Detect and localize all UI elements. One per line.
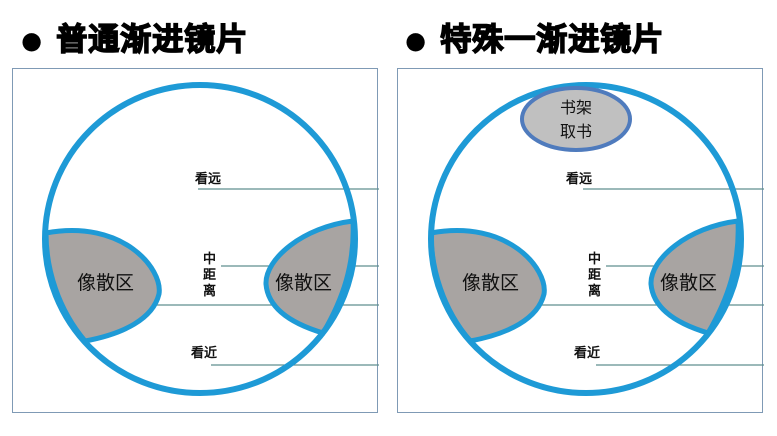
- mid-label-2: 距: [588, 268, 601, 283]
- bullet-icon: ●: [21, 28, 43, 55]
- bullet-icon: ●: [405, 28, 427, 55]
- far-label: 看远: [195, 171, 221, 187]
- blur-zone-right: [648, 218, 741, 336]
- blur-label-right: 像散区: [660, 272, 717, 294]
- mid-label-1: 中: [588, 251, 601, 267]
- right-title-text: 特殊一渐进镜片: [439, 21, 665, 59]
- normal-lens-diagram: 看远 中 距 离 看近 像散区 像散区: [12, 68, 379, 413]
- special-lens-diagram: 书架 取书 看远 中 距 离 看近 像散区 像散区: [397, 68, 764, 413]
- far-label: 看远: [566, 171, 592, 187]
- lens-ring: [428, 82, 744, 396]
- near-label: 看近: [574, 345, 600, 361]
- mid-label-3: 离: [588, 283, 601, 299]
- right-title: ● 特殊一渐进镜片: [405, 14, 665, 59]
- blur-zone-right: [263, 218, 356, 336]
- mid-label-2: 距: [203, 268, 216, 283]
- bookshelf-zone: [520, 86, 632, 152]
- blur-label-left: 像散区: [77, 272, 134, 294]
- blur-label-left: 像散区: [462, 272, 519, 294]
- mid-label-1: 中: [203, 251, 216, 267]
- blur-label-right: 像散区: [275, 272, 332, 294]
- bookshelf-label-1: 书架: [560, 98, 592, 117]
- bookshelf-label-2: 取书: [560, 122, 592, 141]
- lens-ring: [42, 82, 358, 396]
- mid-label-3: 离: [203, 283, 216, 299]
- left-title: ● 普通渐进镜片: [21, 14, 249, 59]
- left-title-text: 普通渐进镜片: [55, 21, 249, 59]
- near-label: 看近: [191, 345, 217, 361]
